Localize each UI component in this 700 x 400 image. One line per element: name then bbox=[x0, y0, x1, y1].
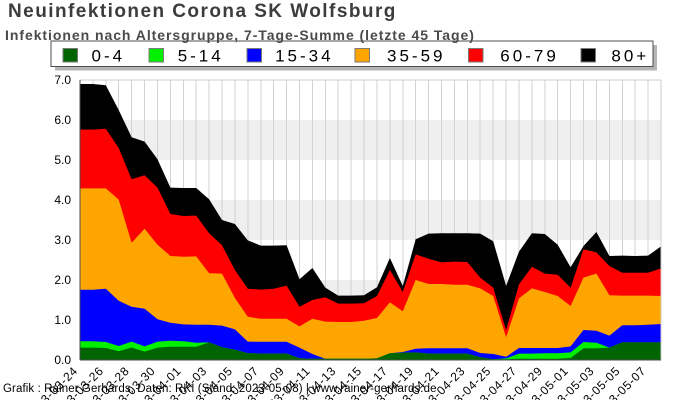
svg-text:4.0: 4.0 bbox=[54, 193, 71, 207]
svg-text:6.0: 6.0 bbox=[54, 113, 71, 127]
svg-text:15-34: 15-34 bbox=[275, 47, 333, 66]
svg-text:5.0: 5.0 bbox=[54, 153, 71, 167]
svg-text:7.0: 7.0 bbox=[54, 73, 71, 87]
svg-text:Grafik : Rainer Gerhards, Date: Grafik : Rainer Gerhards, Daten: RKI (St… bbox=[3, 383, 437, 395]
svg-text:0-4: 0-4 bbox=[92, 47, 126, 66]
svg-text:1.0: 1.0 bbox=[54, 313, 71, 327]
svg-text:0.0: 0.0 bbox=[54, 353, 71, 367]
svg-text:60-79: 60-79 bbox=[500, 47, 558, 66]
svg-text:35-59: 35-59 bbox=[387, 47, 445, 66]
svg-text:2.0: 2.0 bbox=[54, 273, 71, 287]
svg-text:3.0: 3.0 bbox=[54, 233, 71, 247]
svg-text:5-14: 5-14 bbox=[178, 47, 224, 66]
svg-text:80+: 80+ bbox=[611, 47, 649, 66]
